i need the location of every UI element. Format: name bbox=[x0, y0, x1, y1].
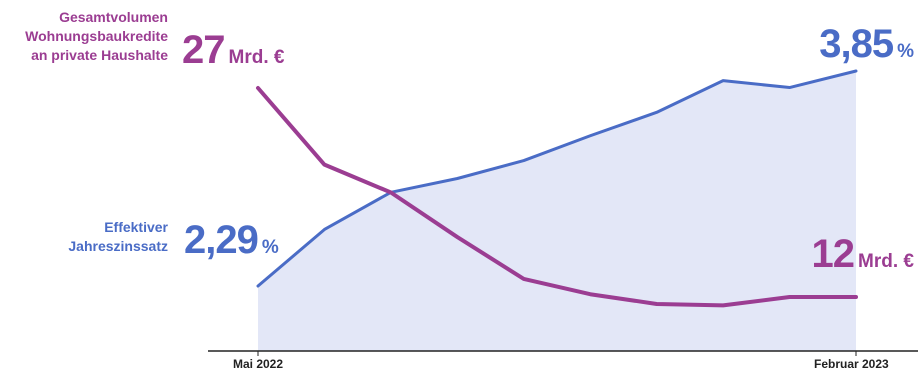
loan-volume-line bbox=[256, 86, 858, 308]
blue-start-number: 2,29 bbox=[184, 218, 259, 262]
interest-rate-area bbox=[258, 71, 856, 351]
purple-start-unit: Mrd. € bbox=[228, 47, 285, 68]
purple-title-line-2: Wohnungsbaukredite bbox=[25, 28, 168, 44]
blue-start-value: 2,29% bbox=[184, 218, 279, 263]
x-label-start: Mai 2022 bbox=[233, 357, 284, 371]
purple-series-title: Gesamtvolumen Wohnungsbaukredite an priv… bbox=[25, 8, 168, 65]
x-label-end: Februar 2023 bbox=[814, 357, 889, 371]
purple-title-line-1: Gesamtvolumen bbox=[59, 9, 168, 25]
purple-end-number: 12 bbox=[811, 232, 855, 276]
blue-end-value: 3,85% bbox=[819, 22, 914, 67]
interest-rate-line bbox=[256, 69, 858, 288]
purple-end-value: 12 Mrd. € bbox=[812, 232, 914, 277]
purple-start-value: 27 Mrd. € bbox=[182, 28, 284, 73]
purple-end-unit: Mrd. € bbox=[858, 251, 914, 272]
interest-area-layer bbox=[258, 71, 856, 351]
blue-start-unit: % bbox=[261, 237, 279, 258]
blue-title-line-1: Effektiver bbox=[104, 219, 168, 235]
blue-end-unit: % bbox=[897, 41, 914, 62]
blue-title-line-2: Jahreszinssatz bbox=[68, 238, 168, 254]
purple-start-number: 27 bbox=[182, 28, 225, 72]
blue-end-number: 3,85 bbox=[819, 22, 894, 66]
blue-series-title: Effektiver Jahreszinssatz bbox=[68, 218, 168, 256]
series-lines-layer bbox=[256, 69, 858, 308]
purple-title-line-3: an private Haushalte bbox=[31, 47, 168, 63]
